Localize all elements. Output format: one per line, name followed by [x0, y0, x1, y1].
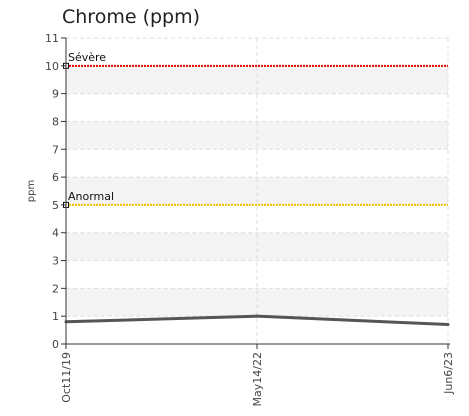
y-tick-label: 4 [52, 227, 59, 240]
threshold-lines: Anormal Sévère [63, 51, 448, 208]
y-tick-label: 2 [52, 282, 59, 295]
y-tick-label: 11 [45, 32, 59, 45]
data-point [255, 314, 259, 318]
threshold-label: Anormal [68, 190, 114, 203]
y-tick-label: 9 [52, 88, 59, 101]
y-tick-label: 0 [52, 338, 59, 351]
y-tick-label: 7 [52, 143, 59, 156]
y-tick-label: 8 [52, 115, 59, 128]
y-tick-label: 1 [52, 310, 59, 323]
x-tick-label: May14/22 [251, 352, 264, 406]
chart-title: Chrome (ppm) [62, 6, 201, 28]
x-tick-label: Jun6/23 [442, 352, 455, 395]
y-axis-ticks: 0 1 2 3 4 5 6 7 8 9 10 11 [45, 32, 66, 351]
y-tick-label: 3 [52, 255, 59, 268]
axes [65, 38, 450, 345]
y-tick-label: 10 [45, 60, 59, 73]
threshold-label: Sévère [68, 51, 106, 64]
x-axis-ticks: Oct11/19 May14/22 Jun6/23 [60, 344, 455, 406]
y-axis-title: ppm [26, 180, 37, 202]
y-tick-label: 5 [52, 199, 59, 212]
y-tick-label: 6 [52, 171, 59, 184]
x-tick-label: Oct11/19 [60, 352, 73, 403]
data-point [446, 323, 450, 327]
